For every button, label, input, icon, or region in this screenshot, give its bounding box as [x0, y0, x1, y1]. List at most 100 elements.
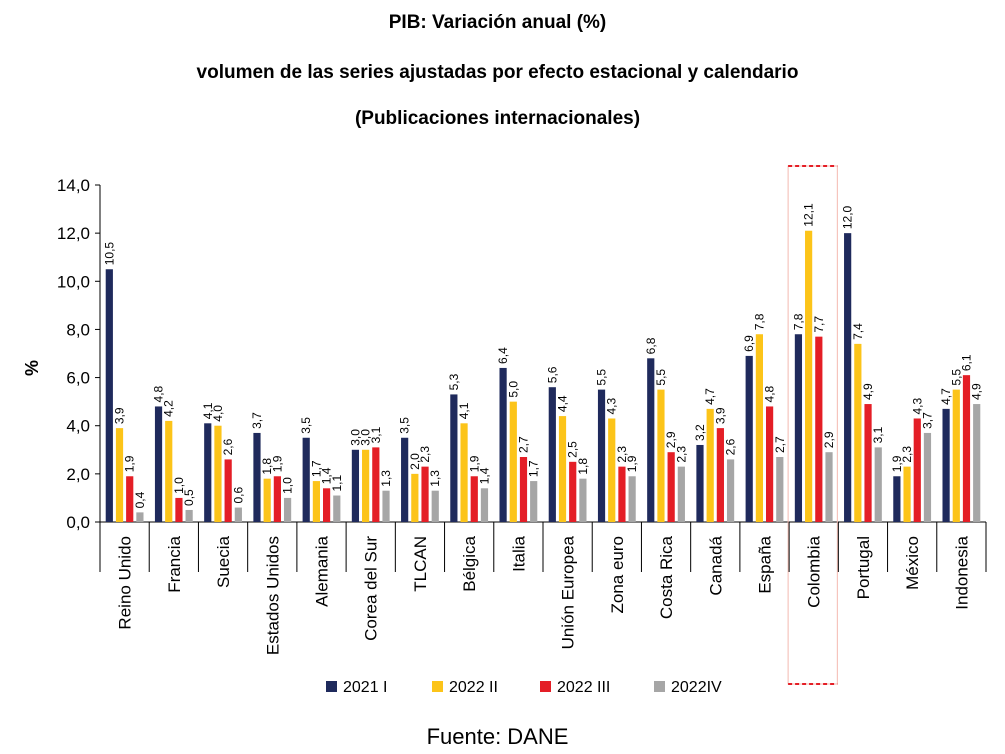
bar	[431, 490, 439, 522]
legend-swatch	[432, 681, 443, 692]
bar	[726, 459, 735, 522]
bar	[864, 404, 872, 522]
bar	[608, 418, 616, 522]
bar	[519, 457, 528, 522]
bar	[706, 408, 714, 522]
data-label: 2,3	[615, 446, 629, 463]
bar	[214, 425, 222, 522]
data-label: 6,4	[496, 347, 510, 364]
x-tick-label: Corea del Sur	[362, 536, 381, 641]
data-label: 2,3	[900, 446, 914, 463]
bar	[874, 447, 882, 522]
data-label: 1,9	[467, 455, 481, 472]
legend-label: 2022IV	[671, 679, 722, 696]
data-label: 7,4	[851, 323, 865, 340]
data-label: 4,0	[211, 405, 225, 422]
bar	[815, 336, 823, 522]
data-label: 1,7	[527, 460, 541, 477]
legend-swatch	[326, 681, 337, 692]
bar	[677, 466, 685, 522]
data-label: 12,1	[802, 203, 816, 227]
data-label: 0,5	[182, 489, 196, 506]
data-label: 6,1	[959, 354, 973, 371]
bar	[530, 481, 538, 522]
data-label: 3,7	[250, 412, 264, 429]
bar	[628, 476, 636, 522]
data-label: 4,8	[763, 385, 777, 402]
source-note: Fuente: DANE	[426, 724, 569, 749]
bar	[569, 461, 577, 522]
y-axis-label: %	[22, 360, 42, 376]
bar	[204, 423, 212, 522]
chart-title-line-1: PIB: Variación anual (%)	[388, 12, 607, 33]
data-label: 2,9	[664, 431, 678, 448]
bar	[126, 476, 134, 522]
data-label: 3,1	[369, 426, 383, 443]
bar	[312, 481, 320, 522]
y-tick-label: 10,0	[57, 272, 90, 291]
data-label: 1,3	[379, 470, 393, 487]
data-label: 1,9	[123, 455, 137, 472]
data-label: 2,6	[221, 438, 235, 455]
data-label: 3,9	[713, 407, 727, 424]
data-label: 4,3	[605, 397, 619, 414]
bar	[450, 394, 458, 522]
bar	[421, 466, 429, 522]
data-label: 5,6	[545, 366, 559, 383]
bar	[794, 334, 803, 522]
bar	[460, 423, 468, 522]
bar	[382, 490, 390, 522]
data-label: 0,6	[231, 487, 245, 504]
x-tick-label: Canadá	[706, 535, 725, 595]
bar	[224, 459, 232, 522]
y-tick-label: 14,0	[57, 176, 90, 195]
bar	[716, 428, 724, 522]
data-label: 2,7	[773, 436, 787, 453]
data-label: 6,8	[644, 337, 658, 354]
bar	[480, 488, 489, 522]
legend-swatch	[540, 681, 551, 692]
legend-label: 2022 II	[449, 679, 498, 696]
bar	[411, 473, 419, 522]
legend-label: 2021 I	[343, 679, 387, 696]
y-tick-label: 8,0	[66, 320, 90, 339]
data-label: 3,9	[113, 407, 127, 424]
bar	[372, 447, 380, 522]
data-label: 5,5	[949, 369, 963, 386]
data-label: 3,0	[348, 429, 362, 446]
bar	[657, 389, 665, 522]
y-tick-label: 6,0	[66, 369, 90, 388]
x-tick-label: Alemania	[313, 535, 332, 606]
bar	[942, 408, 950, 522]
x-tick-label: Bélgica	[460, 535, 479, 591]
bar	[154, 406, 163, 522]
data-label: 4,2	[162, 400, 176, 417]
data-label: 10,5	[102, 242, 116, 266]
data-label: 5,5	[654, 369, 668, 386]
data-label: 1,7	[309, 460, 323, 477]
legend-label: 2022 III	[557, 679, 610, 696]
bar	[962, 375, 971, 522]
data-label: 1,8	[260, 458, 274, 475]
bar	[597, 389, 606, 522]
bar	[115, 428, 124, 522]
bar	[362, 449, 370, 522]
data-label: 2,7	[516, 436, 530, 453]
y-tick-label: 2,0	[66, 465, 90, 484]
data-label: 4,9	[970, 383, 984, 400]
data-label: 4,1	[457, 402, 471, 419]
data-label: 1,9	[625, 455, 639, 472]
data-label: 5,5	[595, 369, 609, 386]
x-tick-label: Francia	[165, 535, 184, 592]
bar	[165, 420, 173, 522]
bar	[333, 495, 341, 522]
bar	[844, 233, 852, 522]
data-label: 7,8	[791, 313, 805, 330]
data-label: 4,8	[152, 385, 166, 402]
bar	[253, 432, 261, 522]
bar	[647, 358, 655, 522]
bar	[470, 476, 478, 522]
x-tick-label: Reino Unido	[116, 536, 135, 630]
data-label: 3,0	[359, 429, 373, 446]
